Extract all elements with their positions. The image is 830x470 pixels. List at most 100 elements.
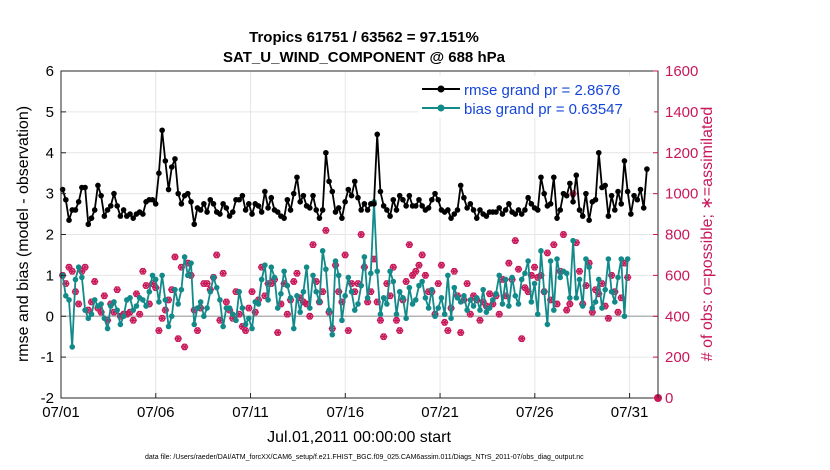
bias-point	[358, 282, 364, 289]
bias-point	[152, 276, 159, 283]
obs-assimilated-star	[195, 327, 200, 334]
x-tick-label: 07/11	[232, 404, 268, 421]
rmse-point	[294, 174, 300, 181]
obs-assimilated-star	[394, 316, 399, 324]
obs-marker	[129, 316, 137, 324]
obs-assimilated-star	[323, 226, 329, 234]
rmse-point	[371, 201, 377, 207]
rmse-point	[239, 192, 246, 199]
obs-assimilated-star	[403, 278, 409, 285]
obs-assimilated-star	[275, 329, 281, 337]
rmse-point	[204, 209, 210, 215]
obs-assimilated-star	[297, 294, 303, 302]
obs-assimilated-star	[471, 292, 476, 300]
bias-point	[406, 284, 413, 291]
rmse-point	[307, 205, 313, 211]
bias-point	[425, 305, 432, 311]
bias-point	[143, 303, 149, 309]
obs-marker	[283, 310, 291, 318]
obs-assimilated-star	[217, 316, 223, 324]
rmse-point	[127, 211, 133, 217]
bias-point	[185, 272, 191, 279]
obs-assimilated-star	[130, 316, 136, 324]
obs-assimilated-star	[435, 280, 441, 287]
rmse-point	[335, 205, 342, 211]
obs-marker	[566, 300, 574, 308]
obs-assimilated-star	[76, 300, 82, 308]
bias-point	[403, 315, 409, 322]
obs-marker	[392, 316, 401, 324]
rmse-point	[396, 192, 403, 199]
obs-assimilated-star	[101, 292, 107, 300]
legend-rmse-label: rmse grand pr = 2.8676	[464, 82, 620, 99]
bias-point	[111, 299, 117, 305]
rmse-point	[393, 207, 400, 213]
rmse-point	[300, 192, 307, 199]
bias-point	[329, 331, 336, 338]
bias-point	[271, 274, 278, 281]
obs-assimilated-star	[561, 231, 566, 238]
rmse-point	[470, 207, 477, 213]
rmse-point	[284, 196, 291, 203]
rmse-point	[339, 215, 345, 221]
bias-point	[522, 270, 528, 277]
obs-assimilated-star	[464, 280, 470, 287]
chart-title-line2: SAT_U_WIND_COMPONENT @ 688 hPa	[223, 49, 506, 66]
rmse-point	[592, 196, 599, 203]
rmse-point	[528, 201, 535, 207]
bias-point	[229, 311, 236, 318]
bias-point	[368, 270, 374, 277]
obs-marker	[614, 308, 622, 316]
rmse-point	[281, 215, 287, 221]
obs-marker	[511, 237, 519, 245]
rmse-point	[313, 207, 320, 213]
obs-assimilated-star	[387, 292, 393, 300]
bias-point	[210, 274, 217, 281]
rmse-point	[464, 205, 470, 211]
obs-assimilated-star	[137, 310, 143, 318]
bias-point	[127, 295, 133, 301]
rmse-point	[274, 209, 281, 215]
rmse-point	[246, 201, 252, 207]
obs-marker	[203, 280, 211, 287]
right-tick-label: 600	[665, 267, 690, 284]
obs-marker	[158, 314, 166, 322]
obs-assimilated-star	[66, 263, 72, 271]
obs-marker	[181, 343, 189, 351]
chart-title-line1: Tropics 61751 / 63562 = 97.151%	[249, 29, 479, 46]
rmse-point	[496, 205, 503, 211]
rmse-point	[522, 207, 528, 213]
legend-rmse-marker	[437, 85, 445, 93]
rmse-point	[377, 188, 384, 195]
rmse-point	[361, 201, 368, 207]
obs-marker	[476, 316, 484, 324]
obs-assimilated-star	[413, 267, 419, 275]
obs-assimilated-star	[564, 306, 570, 314]
rmse-point	[416, 196, 422, 203]
obs-assimilated-star	[310, 241, 316, 249]
bias-point	[348, 288, 355, 295]
bias-point	[512, 293, 519, 299]
obs-marker	[405, 241, 413, 249]
rmse-point	[197, 207, 204, 213]
bias-point	[589, 305, 596, 311]
rmse-point	[191, 221, 198, 228]
rmse-point	[493, 209, 499, 215]
bias-point	[255, 301, 262, 307]
right-tick-label: 1600	[665, 63, 698, 80]
obs-marker	[290, 278, 298, 285]
right-tick-label: 0	[665, 390, 673, 407]
bias-point	[544, 321, 551, 328]
obs-assimilated-star	[378, 316, 383, 324]
bias-point	[608, 288, 615, 295]
bias-point	[451, 284, 458, 291]
obs-assimilated-star	[249, 288, 255, 296]
bias-point	[554, 256, 560, 262]
rmse-point	[185, 190, 191, 197]
left-y-axis-label: rmse and bias (model - observation)	[15, 106, 32, 362]
rmse-point	[236, 196, 242, 203]
legend: rmse grand pr = 2.8676 bias grand pr = 0…	[418, 76, 654, 118]
obs-assimilated-star	[442, 318, 448, 326]
x-tick-label: 07/16	[327, 404, 365, 421]
rmse-point	[374, 131, 381, 138]
